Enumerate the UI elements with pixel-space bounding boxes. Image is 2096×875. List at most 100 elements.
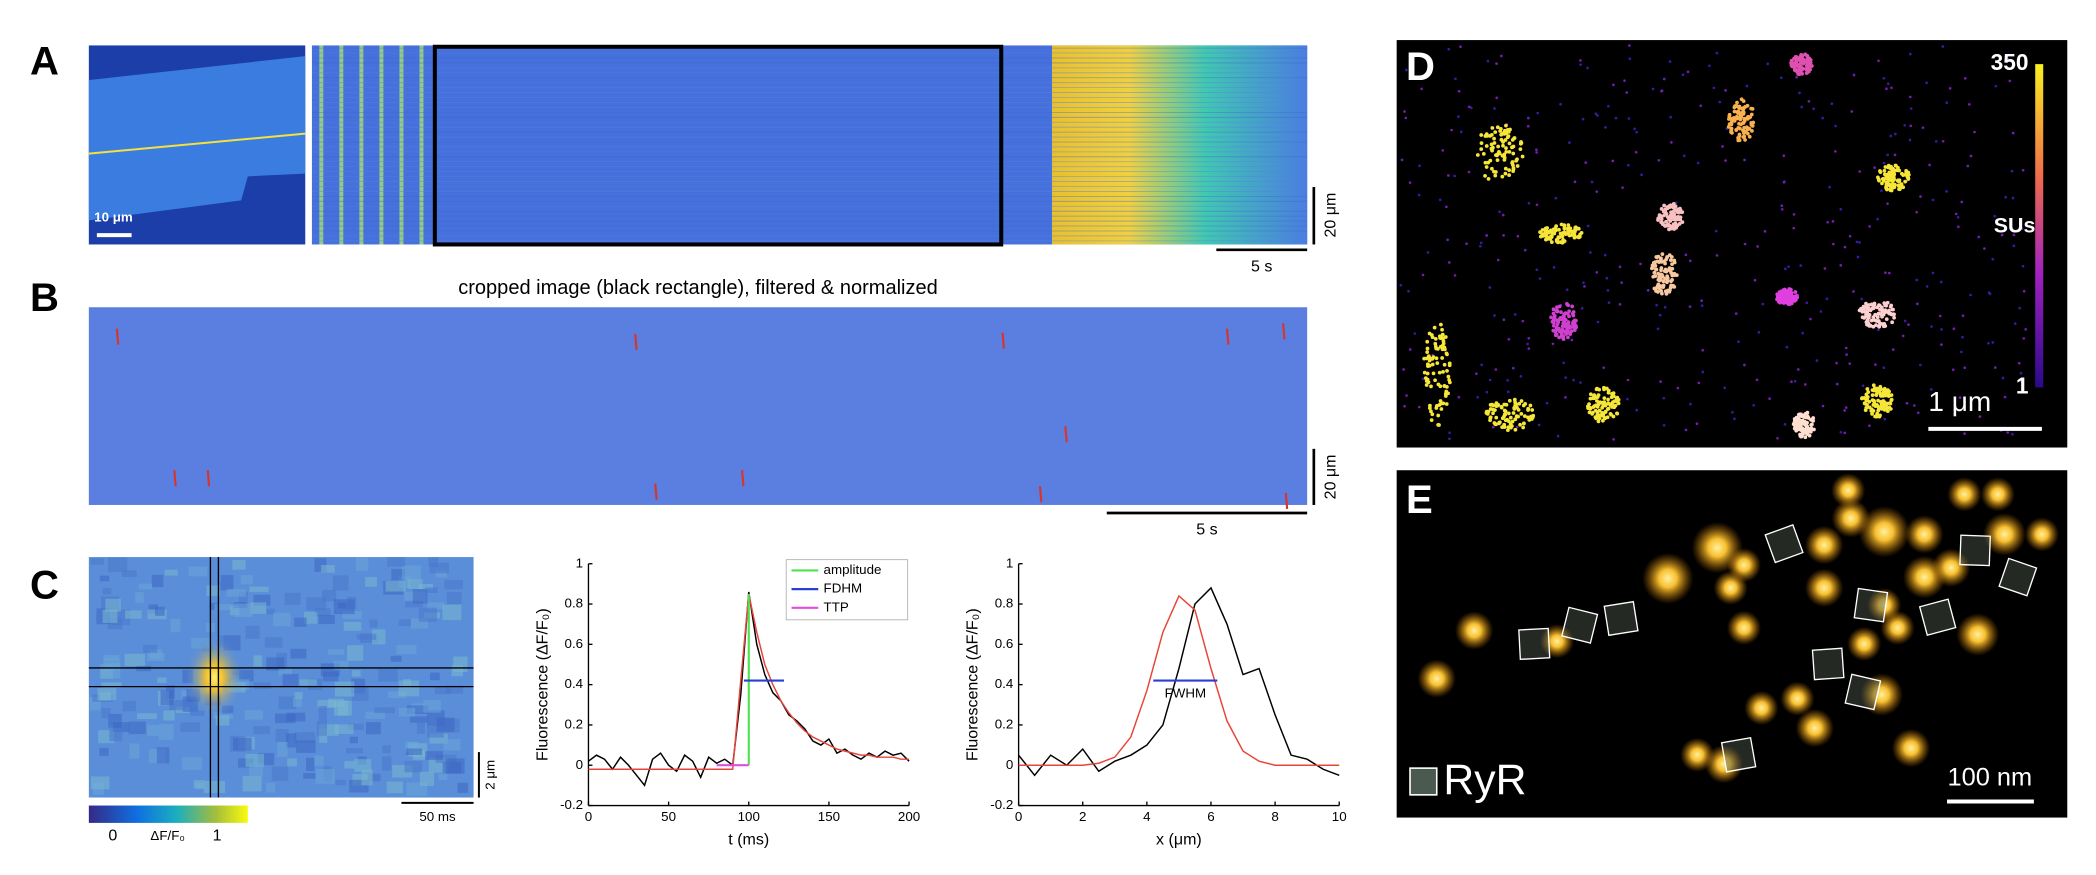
localization [1884,317,1889,322]
localization [1428,406,1432,410]
localization [1811,418,1815,423]
localization [1768,397,1771,400]
localization [1715,51,1719,55]
localization [1476,395,1479,399]
noise-patch [122,701,136,712]
noise-patch [286,712,306,722]
localization [2017,361,2021,365]
legend-label: RyR [1443,756,1526,804]
noise-patch [271,766,289,781]
noise-patch [387,557,406,567]
localization [1884,391,1889,395]
localization [1494,401,1499,405]
localization [1441,149,1445,152]
localization [1875,411,1879,416]
localization [1448,437,1451,441]
localization [1785,297,1790,302]
ryr-box [1764,524,1804,564]
localization [1615,399,1620,404]
localization [1623,79,1626,83]
localization [1801,66,1805,71]
localization [1488,407,1493,411]
localization [1876,217,1879,221]
localization [2020,227,2024,230]
localization [1601,402,1605,407]
noise-patch [240,575,253,585]
noise-patch [209,602,218,610]
localization [1493,408,1497,413]
noise-patch [412,589,428,604]
localization [1903,179,1908,184]
localization [1484,411,1489,415]
localization [1805,301,1809,305]
noise-patch [334,724,354,735]
noise-patch [238,591,248,608]
noise-patch [156,747,170,764]
localization [1527,336,1531,340]
localization [1865,314,1869,319]
localization [1865,310,1870,315]
localization [1580,307,1584,310]
localization [1572,319,1577,324]
series-line [588,591,910,787]
localization [1945,101,1949,105]
localization [1663,267,1668,272]
localization [1507,173,1511,178]
localization [1718,100,1722,104]
localization [1627,44,1631,47]
noise-patch [253,655,263,667]
localization [1627,117,1631,120]
localization [1605,415,1610,420]
localization [2012,244,2016,248]
noise-patch [121,570,137,577]
localization [1905,401,1909,405]
localization [1792,213,1796,216]
noise-patch [369,619,378,628]
localization [1545,237,1550,241]
localization [1560,234,1565,239]
localization [1435,361,1440,366]
cell [88,56,306,221]
localization [1465,242,1468,246]
localization [1941,139,1945,143]
localization [1440,356,1445,360]
emitter [1713,570,1748,605]
localization [1897,178,1902,183]
localization [1507,398,1512,403]
noise-patch [147,724,160,736]
localization [1514,414,1519,419]
localization [1727,122,1732,126]
x-axis-label: x (μm) [1156,831,1202,849]
panel-label: B [30,276,59,320]
localization [1885,187,1889,192]
localization [1579,59,1582,62]
localization [1566,335,1570,340]
spark [115,328,120,345]
localization [1890,86,1893,90]
noise-patch [434,686,452,695]
localization [1562,361,1566,365]
y-tick-label: -0.2 [990,797,1013,812]
localization [1521,319,1525,323]
colorbar [2035,64,2044,388]
localization [1884,303,1888,308]
ryr-box [1959,534,1991,567]
localization [1601,418,1605,423]
legend-label: TTP [824,599,849,614]
localization [1490,166,1494,171]
ryr-box [1518,627,1551,661]
localization [1557,329,1562,334]
localization [1952,327,1956,331]
localization [1494,415,1499,420]
localization [1787,265,1790,268]
localization [1877,303,1882,308]
noise-patch [303,611,318,624]
localization [2011,432,2014,436]
localization [1430,335,1435,340]
localization [1834,124,1837,128]
noise-patch [405,600,423,608]
localization [1850,110,1854,113]
localization [1587,410,1592,415]
localization [1674,225,1679,230]
localization [1603,410,1608,415]
